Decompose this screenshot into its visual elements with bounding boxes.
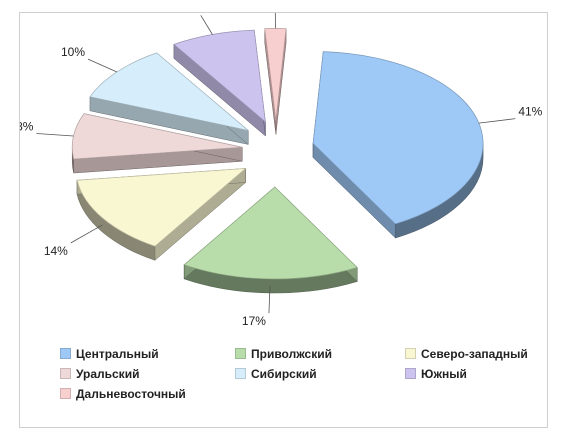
legend-label: Центральный — [76, 347, 159, 361]
pie-slice-top — [264, 28, 287, 121]
legend-item: Уральский — [60, 367, 139, 381]
legend-swatch — [235, 368, 246, 379]
pie-slice-6 — [264, 28, 287, 135]
legend-label: Уральский — [76, 367, 140, 381]
pie-slice-2 — [76, 167, 247, 261]
data-label: 8% — [20, 119, 34, 133]
legend-swatch — [235, 348, 246, 359]
pie-slice-top — [89, 52, 249, 131]
legend-label: Сибирский — [251, 367, 317, 381]
data-label: 41% — [518, 105, 542, 119]
chart-area: 41%17%14%8%10%8%2% ЦентральныйПриволжски… — [19, 12, 548, 428]
leader-line — [478, 118, 516, 124]
legend-swatch — [405, 368, 416, 379]
data-label: 14% — [44, 244, 68, 258]
pie-slice-top — [76, 168, 247, 247]
pie-chart: 41%17%14%8%10%8%2% — [20, 13, 543, 328]
legend-label: Северо-западный — [421, 347, 528, 361]
leader-line — [70, 224, 103, 244]
legend-swatch — [405, 348, 416, 359]
legend-label: Южный — [421, 367, 467, 381]
leader-line — [200, 15, 213, 35]
legend-swatch — [60, 368, 71, 379]
legend-label: Дальневосточный — [76, 387, 186, 401]
leader-line — [87, 58, 118, 73]
leader-line — [268, 285, 271, 314]
pie-slice-3 — [71, 113, 243, 174]
data-label: 10% — [61, 45, 85, 59]
legend-item: Центральный — [60, 347, 159, 361]
pie-slice-5 — [173, 29, 266, 137]
legend-swatch — [60, 348, 71, 359]
data-label: 17% — [242, 314, 266, 328]
pie-slice-0 — [312, 51, 484, 239]
pie-slice-top — [71, 113, 243, 160]
legend-item: Сибирский — [235, 367, 317, 381]
pie-slice-top — [183, 186, 358, 280]
legend-item: Дальневосточный — [60, 387, 186, 401]
pie-slice-1 — [183, 186, 358, 294]
legend-item: Южный — [405, 367, 467, 381]
pie-slice-top — [312, 51, 484, 225]
legend-item: Приволжский — [235, 347, 332, 361]
legend-label: Приволжский — [251, 347, 332, 361]
leader-line — [36, 133, 74, 137]
legend-swatch — [60, 388, 71, 399]
legend-item: Северо-западный — [405, 347, 528, 361]
data-label: 8% — [180, 13, 198, 15]
pie-slice-4 — [89, 52, 249, 145]
